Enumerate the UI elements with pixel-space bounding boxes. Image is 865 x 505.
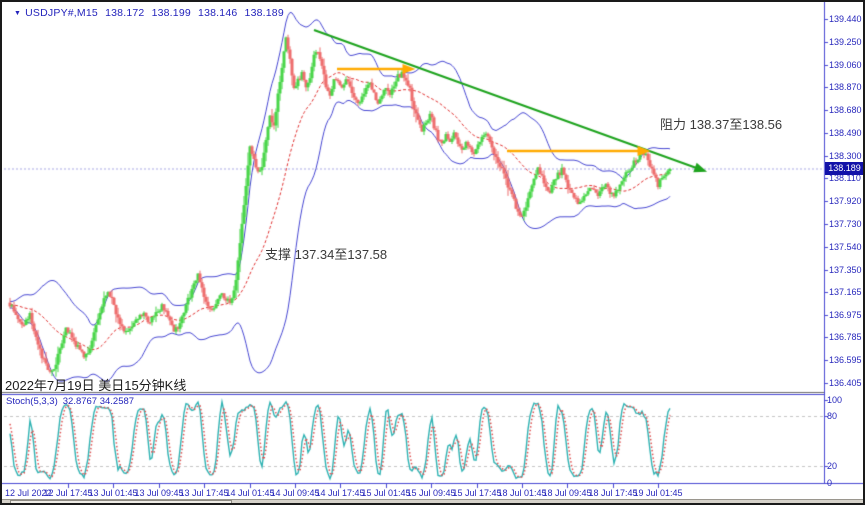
time-tick-label: 14 Jul 17:45 bbox=[315, 488, 365, 498]
resistance-annotation: 阻力 138.37至138.56 bbox=[660, 117, 783, 132]
price-tick-label: 139.250 bbox=[829, 36, 862, 47]
stoch-scale-label: 80 bbox=[827, 411, 838, 422]
high-value: 138.199 bbox=[151, 7, 191, 19]
bottom-scrollbar[interactable] bbox=[2, 499, 863, 503]
close-value: 138.189 bbox=[244, 7, 284, 19]
price-tick-label: 136.595 bbox=[829, 355, 862, 366]
time-tick-label: 14 Jul 01:45 bbox=[225, 488, 275, 498]
symbol-timeframe-label: USDJPY#,M15 bbox=[25, 7, 98, 19]
price-tick-label: 136.785 bbox=[829, 332, 862, 343]
stoch-scale-label: 0 bbox=[827, 477, 833, 488]
current-price-badge: 138.189 bbox=[825, 162, 863, 176]
price-tick-label: 139.440 bbox=[829, 14, 862, 24]
time-tick-label: 12 Jul 2022 bbox=[5, 488, 52, 498]
support-annotation: 支撑 137.34至137.58 bbox=[265, 247, 388, 262]
price-tick-label: 138.300 bbox=[829, 150, 862, 161]
time-tick-label: 13 Jul 01:45 bbox=[88, 488, 138, 498]
time-tick-label: 14 Jul 09:45 bbox=[270, 488, 320, 498]
stoch-name-label: Stoch(5,3,3) bbox=[6, 396, 58, 407]
price-tick-label: 137.920 bbox=[829, 196, 862, 207]
price-tick-label: 137.165 bbox=[829, 286, 862, 297]
scrollbar-thumb[interactable] bbox=[10, 500, 232, 503]
time-tick-label: 13 Jul 17:45 bbox=[179, 488, 229, 498]
price-tick-label: 138.110 bbox=[829, 173, 861, 184]
price-tick-label: 138.680 bbox=[829, 105, 862, 116]
price-tick-label: 138.490 bbox=[829, 127, 862, 138]
symbol-ohlc-header: ▼ USDJPY#,M15 138.172 138.199 138.146 138… bbox=[14, 7, 288, 19]
time-tick-label: 13 Jul 09:45 bbox=[134, 488, 184, 498]
stoch-indicator-header: Stoch(5,3,3) 32.8767 34.2587 bbox=[6, 396, 139, 407]
time-tick-label: 15 Jul 09:45 bbox=[406, 488, 456, 498]
chevron-down-icon[interactable]: ▼ bbox=[14, 10, 22, 17]
time-tick-label: 19 Jul 01:45 bbox=[633, 488, 683, 498]
price-tick-label: 137.540 bbox=[829, 241, 862, 252]
time-tick-label: 18 Jul 09:45 bbox=[542, 488, 592, 498]
time-tick-label: 15 Jul 01:45 bbox=[361, 488, 411, 498]
low-value: 138.146 bbox=[198, 7, 238, 19]
time-tick-label: 15 Jul 17:45 bbox=[452, 488, 502, 498]
price-tick-label: 137.730 bbox=[829, 219, 862, 230]
price-tick-label: 136.975 bbox=[829, 309, 862, 320]
time-tick-label: 18 Jul 01:45 bbox=[497, 488, 547, 498]
price-tick-label: 137.350 bbox=[829, 264, 862, 275]
open-value: 138.172 bbox=[105, 7, 145, 19]
time-tick-label: 18 Jul 17:45 bbox=[588, 488, 638, 498]
stoch-scale-label: 100 bbox=[827, 394, 843, 405]
time-tick-label: 12 Jul 17:45 bbox=[43, 488, 93, 498]
date-annotation: 2022年7月19日 美日15分钟K线 bbox=[5, 378, 187, 393]
price-tick-label: 138.870 bbox=[829, 82, 862, 93]
price-tick-label: 136.405 bbox=[829, 377, 862, 388]
stoch-values-label: 32.8767 34.2587 bbox=[62, 396, 135, 407]
stoch-scale-label: 20 bbox=[827, 460, 838, 471]
price-tick-label: 139.060 bbox=[829, 59, 862, 70]
